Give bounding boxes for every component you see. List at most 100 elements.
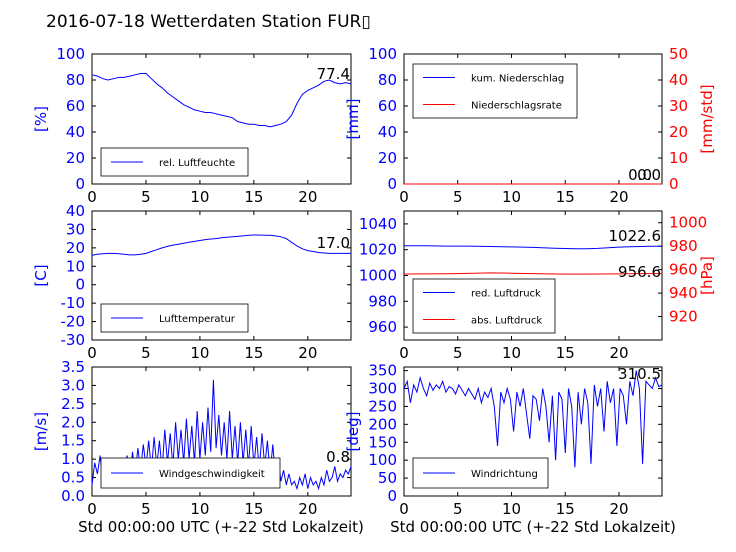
temperature-panel: 0 5 10 15 20-30-20-10010203040[C]17.0Lufttem… — [32, 202, 352, 362]
wind-direction-panel: 0 5 10 15 20050100150200250300350[deg]310.5W… — [344, 362, 663, 518]
series-line-0 — [403, 370, 663, 468]
y-right-tick-label: 960 — [669, 261, 698, 279]
x-tick-label: 10 — [502, 344, 521, 362]
x-tick-label: 10 — [190, 344, 209, 362]
series-line-0 — [404, 245, 662, 250]
y-axis-label-right: [hPa] — [698, 256, 716, 295]
y-tick-label: -30 — [61, 331, 86, 349]
y-tick-label: 40 — [66, 202, 85, 220]
x-tick-label: 5 — [141, 500, 151, 518]
x-tick-label: 15 — [556, 344, 575, 362]
y-tick-label: 980 — [368, 292, 397, 310]
y-tick-label: 80 — [66, 71, 85, 89]
x-tick-label: 20 — [298, 500, 317, 518]
y-tick-label: 2.5 — [61, 395, 85, 413]
y-axis-label-right: [mm/std] — [698, 84, 716, 153]
x-tick-label: 10 — [190, 500, 209, 518]
last-value-label: 0.0 — [637, 166, 661, 184]
x-tick-label: 0 — [87, 500, 97, 518]
legend-box — [412, 63, 578, 119]
legend-label: Lufttemperatur — [159, 314, 236, 325]
y-tick-label: 50 — [378, 469, 397, 487]
y-tick-label: 20 — [66, 239, 85, 257]
y-right-tick-label: 0 — [669, 175, 679, 193]
y-axis-label: [m/s] — [32, 412, 50, 451]
y-tick-label: 1.0 — [61, 450, 85, 468]
series-line-0 — [91, 234, 351, 256]
y-tick-label: 3.5 — [61, 358, 85, 376]
legend-box — [100, 147, 249, 177]
y-tick-label: 0 — [387, 487, 397, 505]
x-tick-label: 10 — [190, 188, 209, 206]
y-tick-label: 10 — [66, 257, 85, 275]
x-tick-label: 20 — [609, 188, 628, 206]
y-right-tick-label: 980 — [669, 237, 698, 255]
y-tick-label: 1040 — [359, 215, 397, 233]
y-right-tick-label: 50 — [669, 45, 688, 63]
x-tick-label: 20 — [298, 188, 317, 206]
y-tick-label: 60 — [378, 97, 397, 115]
x-tick-label: 5 — [141, 188, 151, 206]
y-tick-label: 2.0 — [61, 413, 85, 431]
series-line-1 — [403, 272, 662, 275]
y-tick-label: 40 — [66, 123, 85, 141]
y-tick-label: 200 — [368, 415, 397, 433]
y-tick-label: 0.0 — [61, 487, 85, 505]
y-tick-label: 0 — [75, 276, 85, 294]
y-right-tick-label: 40 — [669, 71, 688, 89]
x-tick-label: 15 — [244, 344, 263, 362]
y-tick-label: -20 — [61, 313, 86, 331]
last-value-label: 956.6 — [618, 263, 661, 281]
y-tick-label: 100 — [56, 45, 85, 63]
legend-label: rel. Luftfeuchte — [159, 158, 235, 169]
y-tick-label: 0 — [387, 175, 397, 193]
x-tick-label: 0 — [87, 188, 97, 206]
x-tick-label: 20 — [609, 500, 628, 518]
legend-box — [100, 457, 281, 489]
y-right-tick-label: 10 — [669, 149, 688, 167]
pressure-panel: 0 5 10 15 20 960 980 1000 1020 1040 920 940 960 980 10… — [359, 210, 716, 362]
y-tick-label: 40 — [378, 123, 397, 141]
x-tick-label: 15 — [556, 500, 575, 518]
y-tick-label: 1020 — [359, 241, 397, 259]
y-tick-label: 350 — [368, 362, 397, 380]
x-tick-label: 5 — [453, 500, 463, 518]
x-tick-label: 0 — [87, 344, 97, 362]
last-value-label: 0.8 — [326, 448, 350, 466]
x-tick-label: 5 — [453, 188, 463, 206]
y-tick-label: 1.5 — [61, 432, 85, 450]
y-tick-label: 20 — [378, 149, 397, 167]
y-axis-label: [%] — [32, 106, 50, 132]
y-tick-label: 0.5 — [61, 469, 85, 487]
humidity-panel: 0 5 10 15 20 0 20 40 60 80 100 [%] 77.4 rel. Luftfeuc… — [32, 45, 352, 206]
legend-label: kum. Niederschlag — [471, 74, 564, 85]
y-tick-label: 150 — [368, 433, 397, 451]
y-tick-label: 100 — [368, 45, 397, 63]
y-tick-label: 1000 — [359, 267, 397, 285]
last-value-label: 310.5 — [618, 365, 661, 383]
x-tick-label: 0 — [399, 500, 409, 518]
x-tick-label: 0 — [399, 188, 409, 206]
figure-title: 2016-07-18 Wetterdaten Station FUR▯ — [46, 12, 371, 32]
last-value-label: 1022.6 — [609, 227, 662, 245]
x-tick-label: 10 — [502, 188, 521, 206]
y-right-tick-label: 20 — [669, 123, 688, 141]
legend-box — [412, 278, 556, 334]
x-tick-label: 0 — [399, 344, 409, 362]
x-axis-label-left: Std 00:00:00 UTC (+-22 Std Lokalzeit) — [78, 518, 364, 536]
legend-label: red. Luftdruck — [471, 289, 541, 300]
y-axis-label: [deg] — [344, 412, 362, 452]
y-right-tick-label: 920 — [669, 308, 698, 326]
x-tick-label: 5 — [141, 344, 151, 362]
last-value-label: 77.4 — [317, 65, 350, 83]
legend-label: Niederschlagsrate — [471, 101, 562, 112]
y-tick-label: 250 — [368, 397, 397, 415]
y-tick-label: 80 — [378, 71, 397, 89]
x-tick-label: 10 — [502, 500, 521, 518]
y-right-tick-label: 1000 — [669, 214, 707, 232]
y-axis-label: [mm] — [344, 99, 362, 140]
y-tick-label: 100 — [368, 451, 397, 469]
y-tick-label: 960 — [368, 318, 397, 336]
y-right-tick-label: 940 — [669, 284, 698, 302]
